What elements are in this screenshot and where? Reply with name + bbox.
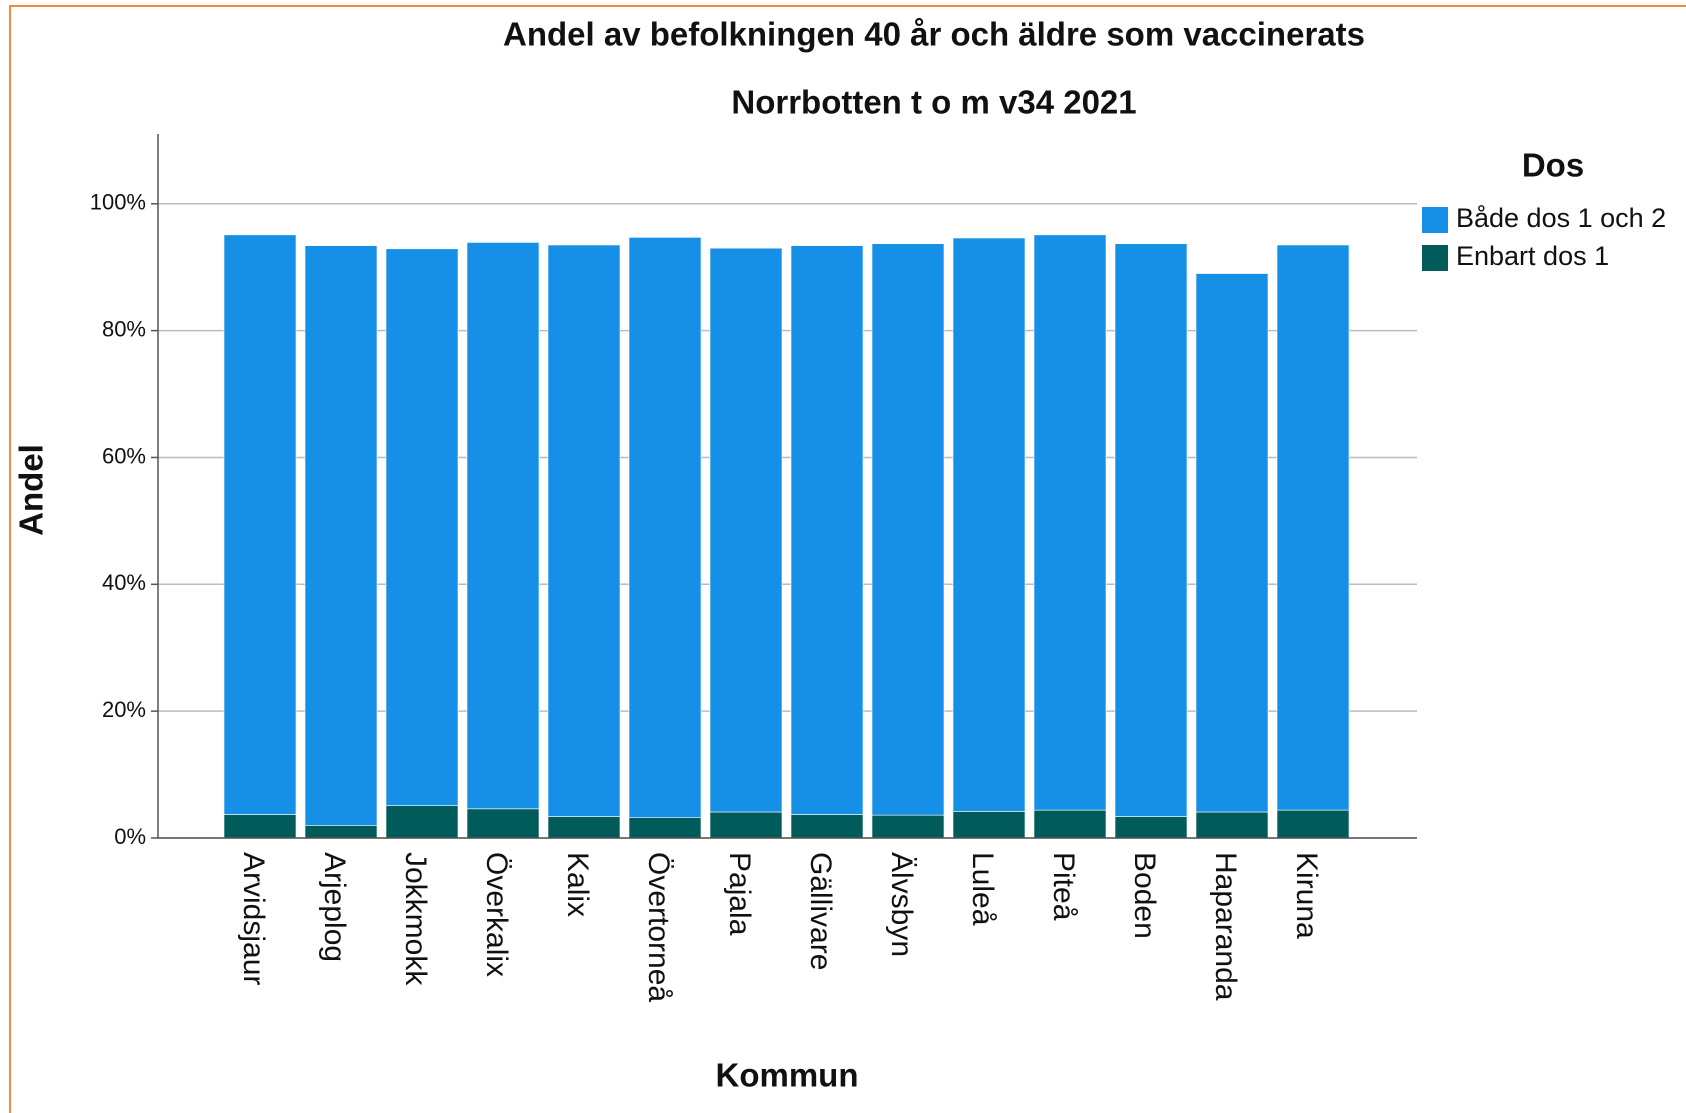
bar-segment xyxy=(223,234,297,815)
bar-segment xyxy=(628,817,702,839)
x-tick-label: Arjeplog xyxy=(318,852,351,962)
x-tick-label: Gällivare xyxy=(804,852,837,970)
bar-segment xyxy=(547,816,621,839)
bar-segment xyxy=(304,245,378,826)
bar-segment xyxy=(466,808,540,839)
x-axis-label: Kommun xyxy=(716,1057,859,1094)
bar-segment xyxy=(709,247,783,813)
bar-segment xyxy=(1195,273,1269,813)
bar-segment xyxy=(790,814,864,839)
legend-label: Både dos 1 och 2 xyxy=(1456,203,1666,233)
bar-segment xyxy=(1114,816,1188,839)
bar-segment xyxy=(223,814,297,839)
x-tick-label: Övertorneå xyxy=(642,852,675,1002)
x-tick-label: Arvidsjaur xyxy=(237,852,270,985)
legend-swatch xyxy=(1422,207,1448,233)
chart-title: Andel av befolkningen 40 år och äldre so… xyxy=(503,16,1365,53)
x-tick-label: Kiruna xyxy=(1290,852,1323,939)
chart-subtitle: Norrbotten t o m v34 2021 xyxy=(731,84,1136,121)
x-tick-label: Haparanda xyxy=(1209,852,1242,1001)
bar-segment xyxy=(952,237,1026,812)
bar-segment xyxy=(1114,243,1188,817)
y-tick-label: 80% xyxy=(102,316,146,341)
bar-segment xyxy=(1276,244,1350,811)
y-tick-label: 20% xyxy=(102,697,146,722)
x-tick-label: Pajala xyxy=(723,852,756,936)
bar-segment xyxy=(790,245,864,815)
bar-segment xyxy=(1276,809,1350,839)
y-tick-label: 100% xyxy=(90,190,146,215)
x-tick-label: Boden xyxy=(1128,852,1161,939)
bar-segment xyxy=(304,825,378,839)
x-tick-label: Älvsbyn xyxy=(885,852,918,957)
x-tick-label: Överkalix xyxy=(480,852,513,977)
x-tick-label: Piteå xyxy=(1047,852,1080,921)
bar-segment xyxy=(1033,234,1107,811)
bar-segment xyxy=(709,811,783,839)
y-axis-label: Andel xyxy=(13,444,50,536)
bar-segment xyxy=(466,242,540,810)
bar-segment xyxy=(1033,809,1107,839)
y-tick-label: 0% xyxy=(114,824,146,849)
bar-segment xyxy=(871,243,945,816)
bar-segment xyxy=(1195,811,1269,839)
legend-swatch xyxy=(1422,245,1448,271)
y-tick-label: 40% xyxy=(102,570,146,595)
bar-segment xyxy=(385,248,459,806)
x-tick-label: Jokkmokk xyxy=(399,852,432,986)
legend-label: Enbart dos 1 xyxy=(1456,241,1609,271)
y-tick-label: 60% xyxy=(102,443,146,468)
bar-segment xyxy=(952,811,1026,839)
bar-segment xyxy=(547,244,621,817)
bar-segment xyxy=(385,805,459,839)
x-tick-label: Luleå xyxy=(966,852,999,926)
bar-segment xyxy=(628,237,702,819)
legend-title: Dos xyxy=(1522,147,1584,184)
bar-segment xyxy=(871,814,945,839)
x-tick-label: Kalix xyxy=(561,852,594,917)
